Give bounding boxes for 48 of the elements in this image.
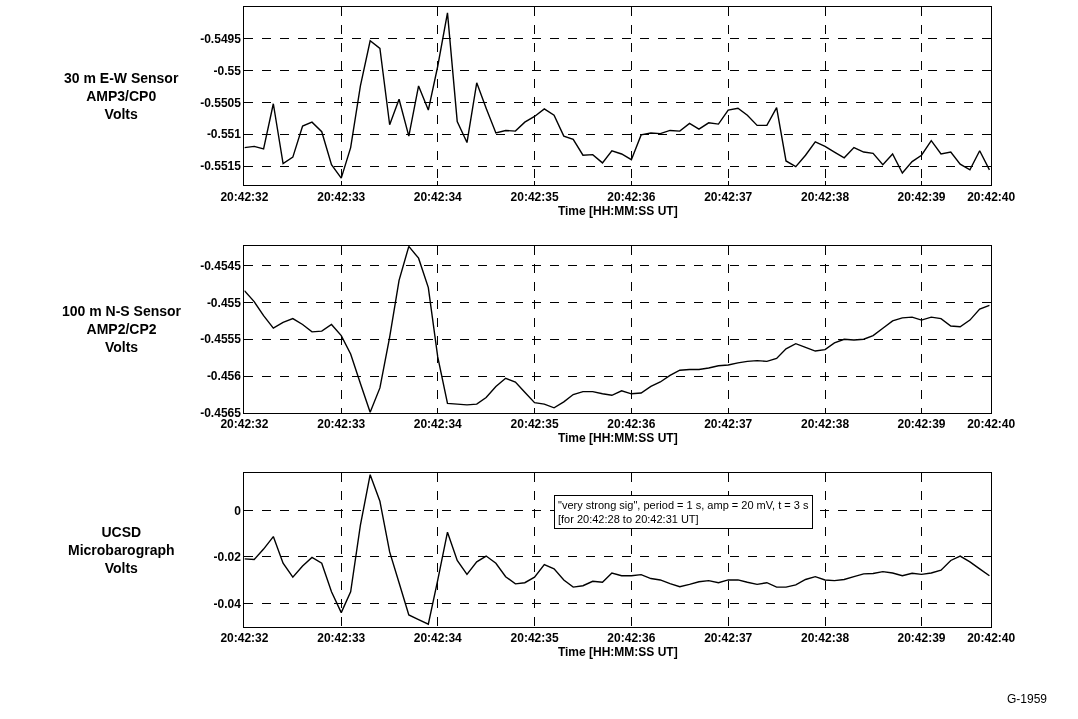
y-tick-label: -0.455 xyxy=(206,295,242,310)
x-tick-label: 20:42:32 xyxy=(220,631,269,646)
x-tick-label: 20:42:34 xyxy=(413,631,463,646)
x-tick-label: 20:42:36 xyxy=(607,417,656,432)
x-tick-label: 20:42:37 xyxy=(704,631,753,646)
x-tick-label: 20:42:33 xyxy=(317,189,366,204)
y-tick-label: -0.55 xyxy=(213,63,242,78)
x-tick-label: 20:42:40 xyxy=(967,189,1016,204)
x-tick-label: 20:42:40 xyxy=(967,631,1016,646)
x-tick-label: 20:42:32 xyxy=(220,189,269,204)
y-axis-title: 100 m N-S Sensor AMP2/CP2 Volts xyxy=(62,303,182,356)
x-tick-label: 20:42:36 xyxy=(607,189,656,204)
text: G-1959 xyxy=(1007,692,1048,706)
annotation: "very strong sig", period = 1 s, amp = 20 mV, t = 3 s [for 20:42:28 to 20:42:31 UT] xyxy=(558,499,809,526)
y-tick-label: -0.4545 xyxy=(200,258,242,273)
y-tick-label: -0.5505 xyxy=(200,95,242,110)
y-tick-label: -0.5495 xyxy=(200,32,242,47)
y-axis-title: UCSD Microbarograph Volts xyxy=(68,524,175,577)
x-axis-title: Time [HH:MM:SS UT] xyxy=(557,645,678,660)
x-tick-label: 20:42:39 xyxy=(897,631,946,646)
x-tick-label: 20:42:35 xyxy=(510,189,559,204)
x-tick-label: 20:42:34 xyxy=(413,417,463,432)
x-tick-label: 20:42:38 xyxy=(801,417,850,432)
y-tick-label: -0.551 xyxy=(206,127,242,142)
y-tick-label: -0.456 xyxy=(206,369,242,384)
x-tick-label: 20:42:40 xyxy=(967,417,1016,432)
y-tick-label: -0.04 xyxy=(213,596,242,611)
x-tick-label: 20:42:35 xyxy=(510,417,559,432)
x-tick-label: 20:42:39 xyxy=(897,189,946,204)
y-tick-label: -0.5515 xyxy=(200,159,242,174)
y-tick-label: -0.02 xyxy=(213,550,242,565)
x-tick-label: 20:42:39 xyxy=(897,417,946,432)
x-tick-label: 20:42:32 xyxy=(220,417,269,432)
y-tick-label: -0.4555 xyxy=(200,332,242,347)
line-series xyxy=(244,245,991,413)
x-tick-label: 20:42:37 xyxy=(704,189,753,204)
x-tick-label: 20:42:38 xyxy=(801,631,850,646)
x-tick-label: 20:42:38 xyxy=(801,189,850,204)
x-tick-label: 20:42:33 xyxy=(317,417,366,432)
y-tick-label: 0 xyxy=(234,503,242,518)
x-tick-label: 20:42:35 xyxy=(510,631,559,646)
y-axis-title: 30 m E-W Sensor AMP3/CP0 Volts xyxy=(64,70,179,123)
x-tick-label: 20:42:36 xyxy=(607,631,656,646)
x-tick-label: 20:42:34 xyxy=(413,189,463,204)
x-tick-label: 20:42:33 xyxy=(317,631,366,646)
x-axis-title: Time [HH:MM:SS UT] xyxy=(557,431,678,446)
x-tick-label: 20:42:37 xyxy=(704,417,753,432)
x-axis-title: Time [HH:MM:SS UT] xyxy=(557,203,678,218)
